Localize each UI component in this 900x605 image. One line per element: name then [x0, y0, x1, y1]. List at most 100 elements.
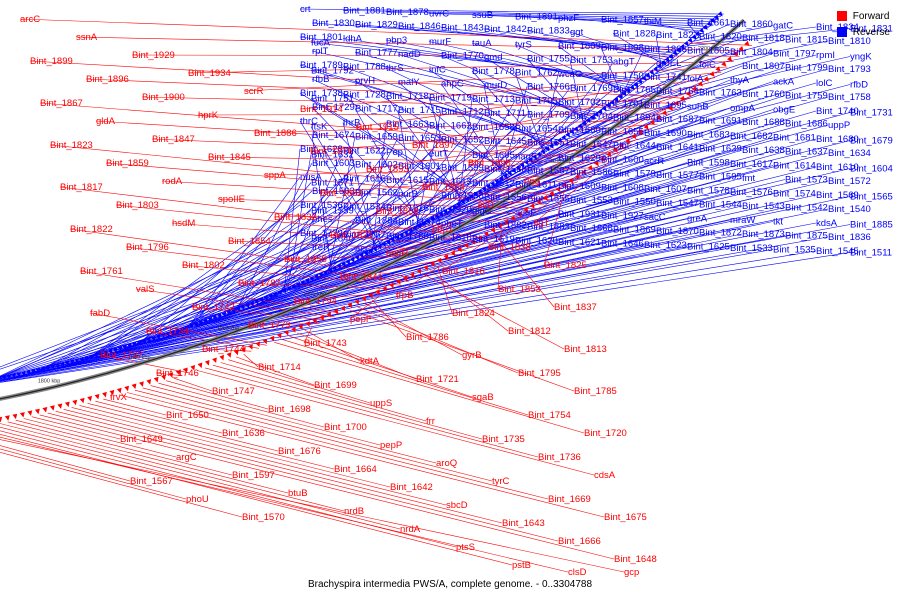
reverse-feature-arrow: [318, 271, 323, 278]
reverse-feature-arrow: [442, 208, 448, 215]
reverse-feature-arrow: [713, 14, 719, 20]
connector-line: [150, 191, 731, 342]
gene-label: Bint_1731: [850, 108, 893, 119]
connector-line: [294, 151, 786, 289]
forward-feature-arrow: [593, 160, 599, 167]
gene-label: Bint_1612: [472, 178, 515, 189]
gene-label: Bint_1743: [304, 338, 347, 349]
gene-label: purB: [398, 189, 418, 200]
reverse-feature-arrow: [277, 289, 282, 296]
connector-line: [197, 113, 671, 116]
connector-line: [242, 166, 817, 310]
gene-label: Bint_1645: [484, 136, 527, 147]
forward-feature-arrow: [368, 292, 373, 299]
reverse-feature-arrow: [350, 257, 355, 263]
forward-feature-arrow: [510, 215, 515, 222]
forward-feature-arrow: [581, 169, 587, 175]
connector-line: [201, 348, 252, 352]
gene-label: Bint_1545: [816, 246, 859, 257]
gene-label: Bint_1825: [544, 260, 587, 271]
gene-label: Bint_1687: [656, 114, 699, 125]
forward-feature-arrow: [600, 156, 606, 162]
gene-label: Bint_1699: [314, 380, 357, 391]
reverse-feature-arrow: [552, 140, 558, 146]
gene-label: thrC: [300, 116, 318, 127]
gene-label: hsdR: [386, 248, 408, 259]
gene-label: Bint_1674: [312, 130, 355, 141]
connector-line: [266, 156, 516, 301]
gene-label: Bint_1604: [850, 164, 893, 175]
gene-label: Bint_1714: [258, 362, 301, 373]
gene-label: folC: [699, 60, 716, 71]
connector-line: [0, 445, 131, 482]
connector-line: [78, 207, 387, 363]
gene-label: Bint_1761: [80, 266, 123, 277]
forward-feature-arrow: [262, 338, 268, 345]
connector-line: [496, 87, 571, 185]
connector-line: [181, 264, 402, 286]
gene-label: Bint_1728: [343, 90, 386, 101]
forward-feature-arrow: [457, 246, 462, 253]
gene-label: Bint_1847: [152, 134, 195, 145]
reverse-feature-arrow: [127, 343, 132, 349]
connector-line: [608, 54, 817, 110]
gene-label: Bint_1553: [570, 195, 613, 206]
gene-label: Bint_1600: [601, 155, 644, 166]
connector-line: [29, 60, 690, 99]
gene-label: Bint_1789: [300, 60, 343, 71]
connector-line: [557, 45, 627, 96]
connector-line: [358, 129, 559, 260]
legend-forward-label: Forward: [852, 10, 890, 22]
connector-line: [483, 93, 743, 193]
forward-feature-arrow: [703, 76, 709, 82]
legend-reverse-label: Reverse: [852, 26, 890, 38]
reverse-feature-arrow: [494, 178, 499, 184]
forward-feature-arrow: [87, 395, 92, 402]
gene-label: Bint_1861: [687, 18, 730, 29]
legend-forward: Forward: [836, 8, 890, 24]
gene-label: Bint_1718: [386, 91, 429, 102]
reverse-feature-arrow: [561, 134, 566, 141]
reverse-feature-arrow: [532, 154, 537, 160]
forward-feature-arrow: [269, 335, 275, 342]
reverse-feature-arrow: [653, 66, 658, 72]
forward-feature-arrow: [79, 397, 85, 404]
forward-feature-arrow: [661, 110, 667, 116]
reverse-feature-arrow: [451, 203, 457, 210]
gene-label: Bint_1638: [742, 145, 785, 156]
connector-line: [166, 380, 269, 410]
forward-feature-arrow: [116, 387, 122, 394]
reverse-feature-arrow: [354, 254, 359, 261]
gene-label: Bint_1603: [312, 158, 355, 169]
gene-label: Bint_1767: [343, 230, 386, 241]
forward-feature-arrow: [124, 385, 129, 392]
gene-label: Bint_1701: [601, 99, 644, 110]
gene-label: Bint_1735: [482, 434, 525, 445]
reverse-feature-arrow: [691, 34, 697, 40]
forward-feature-arrow: [542, 195, 548, 201]
reverse-feature-arrow: [254, 299, 259, 305]
reverse-feature-arrow: [540, 148, 546, 155]
gene-label: Bint_1615: [386, 175, 429, 186]
reverse-feature-arrow: [438, 211, 444, 217]
gene-label: Bint_1827: [656, 30, 699, 41]
reverse-feature-arrow: [25, 369, 31, 376]
reverse-feature-arrow: [481, 186, 487, 192]
connector-line: [0, 448, 187, 500]
gene-label: Bint_1655: [601, 127, 644, 138]
connector-line: [143, 194, 817, 345]
connector-line: [39, 414, 615, 560]
gene-label: Bint_1682: [730, 131, 773, 142]
connector-line: [412, 112, 485, 233]
gene-label: Bint_1621: [558, 237, 601, 248]
reverse-feature-arrow: [359, 252, 364, 259]
forward-feature-arrow: [416, 268, 421, 275]
reverse-feature-arrow: [50, 364, 55, 370]
connector-line: [525, 81, 774, 167]
reverse-feature-arrow: [557, 137, 562, 144]
reverse-feature-arrow: [507, 170, 512, 176]
ruler-tick-label: 1900 kbp: [217, 326, 240, 332]
forward-feature-arrow: [326, 312, 331, 318]
connector-line: [296, 332, 417, 380]
gene-label: Bint_1558: [441, 191, 484, 202]
